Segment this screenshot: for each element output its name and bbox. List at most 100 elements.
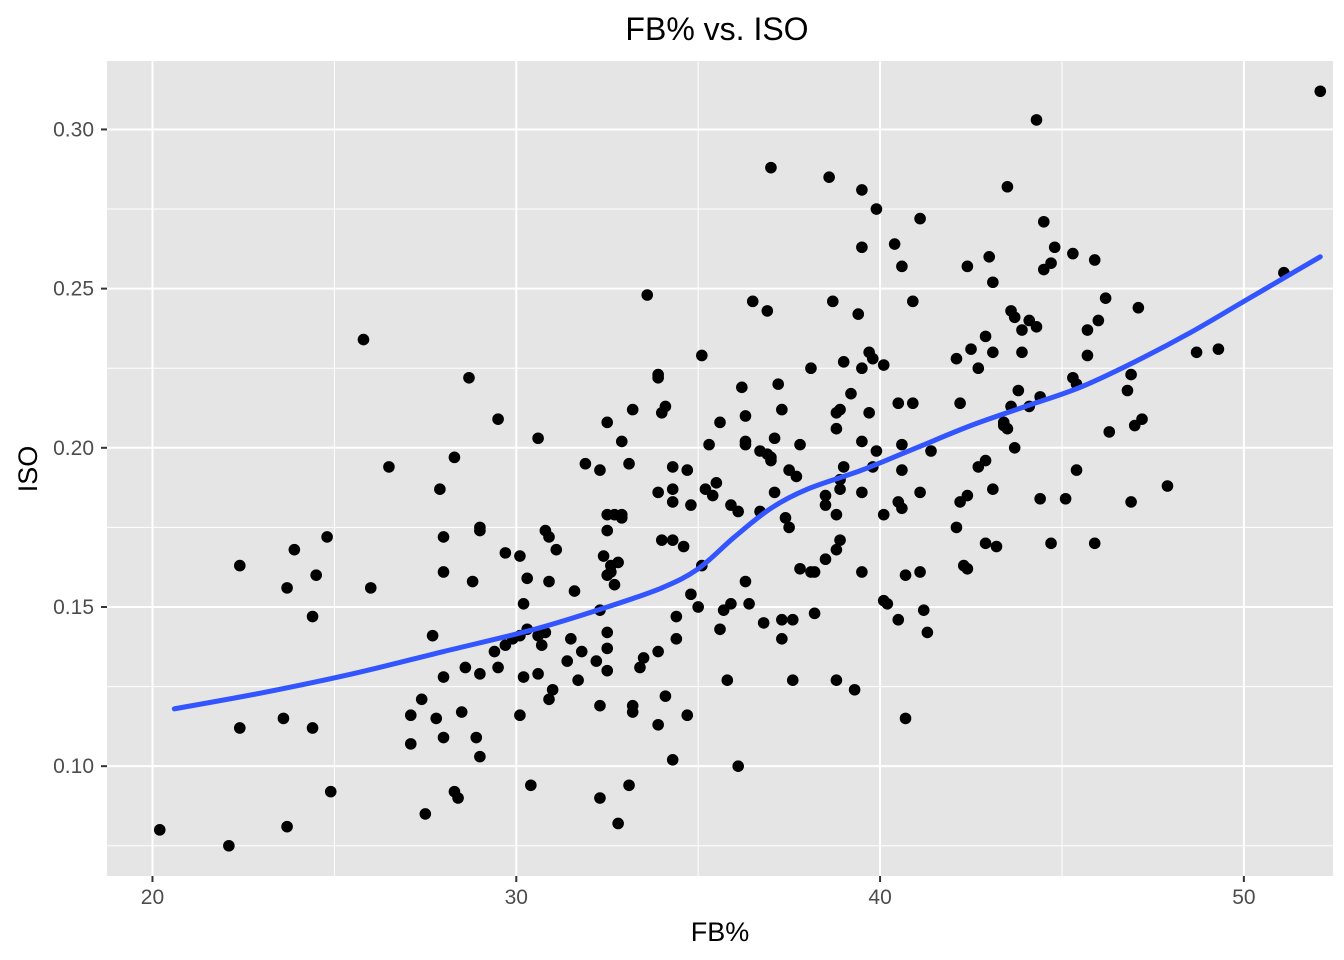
data-point [1212,343,1225,355]
data-point [896,260,908,273]
data-point [532,432,544,445]
data-point [612,817,624,830]
data-point [492,413,504,425]
data-point [670,610,683,623]
data-point [830,422,843,435]
data-point [954,397,966,410]
data-point [892,613,905,626]
data-point [830,508,843,521]
data-point [1067,247,1079,260]
data-point [732,505,744,518]
minor-gridlines [107,61,1333,876]
data-point [961,260,974,273]
data-point [681,709,694,722]
data-point [1016,346,1028,359]
data-point [597,550,610,562]
data-point [706,489,719,502]
data-point [856,241,868,254]
y-tick-label: 0.10 [53,755,94,778]
data-point [470,731,483,744]
data-point [961,562,974,575]
data-point [404,738,417,750]
data-point [455,706,468,718]
data-point [659,690,672,702]
data-point [925,445,937,457]
trend-line [171,254,1323,712]
data-point [652,486,664,499]
data-point [364,582,377,594]
data-point [666,461,679,473]
chart-title: FB% vs. ISO [625,11,808,47]
data-point [492,661,504,674]
data-point [594,792,606,804]
data-point [979,454,992,467]
data-point [594,464,606,476]
data-point [899,712,912,725]
data-point [746,295,759,308]
y-tick-label: 0.20 [53,437,94,460]
data-point [488,645,501,658]
data-point [772,378,785,390]
x-tick-label: 30 [505,886,528,909]
data-point [808,607,821,620]
data-point [834,534,846,546]
data-point [914,486,926,499]
data-point [1092,314,1105,327]
data-point [474,524,486,537]
data-point [685,588,697,601]
data-point [914,566,926,578]
data-point [950,352,963,365]
data-point [1081,349,1094,362]
data-point [324,785,337,798]
data-point [1034,492,1046,505]
data-point [794,438,806,451]
data-point [837,461,850,473]
data-point [714,623,726,636]
data-point [463,371,475,384]
data-point [1001,180,1014,193]
data-point [856,435,868,448]
data-point [987,346,999,359]
data-point [870,203,883,215]
data-point [383,461,395,473]
data-point [881,598,894,610]
data-point [768,432,781,445]
data-point [776,633,788,645]
data-point [972,362,985,375]
data-point [434,483,446,495]
data-point [899,569,912,581]
data-point [794,562,806,575]
data-point [601,416,614,429]
data-point [517,671,530,683]
x-tick-label: 50 [1232,886,1255,909]
x-tick-label: 20 [141,886,164,909]
x-axis-ticks: 20 30 40 50 [141,876,1256,909]
data-point [732,760,744,772]
data-point [1059,492,1072,505]
data-point [856,486,868,499]
data-point [1045,257,1057,269]
data-point [670,633,683,645]
data-point [692,601,704,613]
data-point [830,674,843,687]
data-point [233,722,246,734]
data-point [765,454,777,467]
data-point [1030,114,1043,126]
data-point [834,403,846,416]
data-point [1136,413,1148,425]
data-point [987,483,999,495]
data-point [979,537,992,550]
data-point [743,598,755,610]
data-point [896,464,908,476]
data-point [233,559,246,572]
data-point [615,435,628,448]
data-point [1125,496,1137,508]
data-point [655,534,668,546]
data-point [765,161,777,174]
data-point [819,499,832,511]
data-point [830,543,843,556]
data-point [892,397,905,410]
data-point [1037,215,1050,228]
data-point [601,664,614,677]
